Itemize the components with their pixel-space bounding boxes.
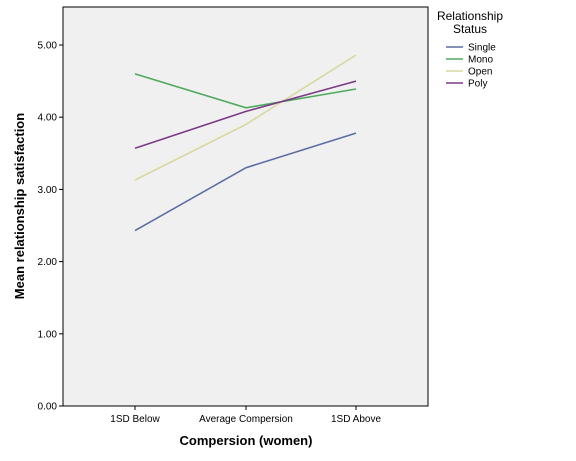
- x-axis: 1SD Below Average Compersion 1SD Above: [110, 406, 381, 425]
- series-line-poly: [134, 80, 357, 149]
- y-tick-label: 3.00: [38, 185, 58, 196]
- legend-label: Poly: [468, 79, 487, 90]
- x-tick-label: Average Compersion: [199, 414, 293, 425]
- y-tick-label: 0.00: [38, 402, 58, 413]
- legend-title-line-2: Status: [453, 22, 487, 36]
- plot-area: [62, 6, 429, 407]
- series-line-single: [134, 132, 357, 232]
- x-axis-title: Compersion (women): [180, 433, 313, 448]
- legend-label: Mono: [468, 55, 493, 66]
- y-tick-label: 1.00: [38, 329, 58, 340]
- y-tick-label: 2.00: [38, 257, 58, 268]
- series-line-mono: [134, 73, 357, 109]
- y-tick-label: 5.00: [38, 41, 58, 52]
- y-tick-label: 4.00: [38, 113, 58, 124]
- series-lines: [134, 54, 357, 232]
- y-axis: 0.00 1.00 2.00 3.00 4.00 5.00: [38, 41, 63, 413]
- x-tick-label: 1SD Above: [331, 414, 381, 425]
- series-line-open: [134, 54, 357, 181]
- legend-title-line-1: Relationship: [437, 9, 503, 23]
- legend-label: Open: [468, 67, 492, 78]
- x-tick-label: 1SD Below: [110, 414, 160, 425]
- y-axis-title: Mean relationship satisfaction: [12, 113, 27, 299]
- legend-label: Single: [468, 43, 496, 54]
